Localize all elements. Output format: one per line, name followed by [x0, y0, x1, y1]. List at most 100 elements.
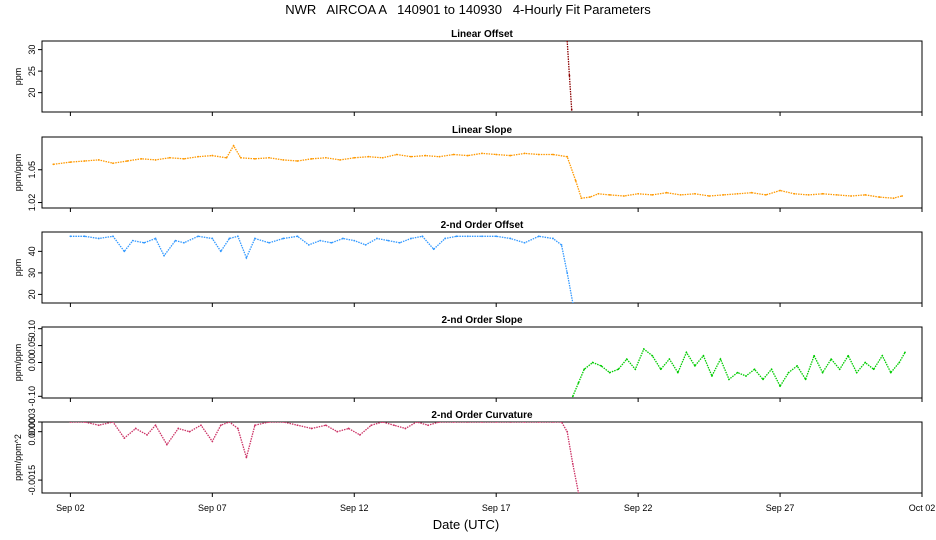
data-point: [694, 192, 696, 195]
data-point: [523, 152, 526, 155]
y-tick-label: 30: [27, 268, 37, 278]
data-point: [750, 191, 753, 194]
data-point: [889, 371, 892, 374]
data-point: [685, 351, 688, 354]
data-point: [711, 375, 713, 377]
data-point: [719, 358, 722, 361]
data-point: [146, 434, 148, 436]
data-point: [296, 424, 299, 427]
data-point: [154, 424, 157, 427]
data-point: [268, 422, 270, 423]
panel-title: Linear Offset: [451, 29, 513, 40]
data-point: [560, 422, 563, 423]
data-point: [200, 424, 202, 427]
data-point: [381, 422, 384, 423]
y-axis-label: ppm/ppm^2: [13, 434, 23, 481]
data-point: [211, 237, 214, 240]
panel-frame: [41, 421, 923, 494]
data-point: [764, 193, 767, 196]
data-point: [69, 422, 72, 423]
data-point: [796, 364, 798, 367]
data-point: [659, 368, 662, 371]
data-point: [236, 427, 239, 430]
x-tick-label: Sep 07: [198, 503, 227, 513]
data-point: [708, 195, 710, 197]
data-point: [577, 492, 580, 493]
data-point: [97, 237, 100, 240]
chart-main-title: NWR AIRCOA A 140901 to 140930 4-Hourly F…: [285, 2, 651, 17]
panel-2: Linear Slope ppm/ppm 1.02 1.05: [13, 125, 923, 212]
x-axis-label-text: Date (UTC): [432, 517, 500, 532]
data-point: [364, 244, 367, 246]
y-tick-label: 1.02: [27, 194, 37, 212]
data-point: [307, 244, 310, 246]
data-point: [282, 237, 285, 240]
panel-title: 2-nd Order Slope: [441, 315, 523, 326]
data-point: [69, 235, 72, 238]
data-point: [452, 422, 455, 423]
data-point: [509, 237, 512, 240]
data-point: [600, 364, 603, 367]
data-point: [608, 193, 611, 196]
data-point: [583, 368, 586, 371]
y-tick-label: 0.10: [27, 320, 37, 338]
data-point: [432, 248, 435, 251]
y-tick-label: 20: [27, 88, 37, 98]
data-point: [637, 192, 640, 195]
data-point: [779, 189, 781, 192]
data-point: [183, 241, 185, 244]
y-tick-label: -0.10: [27, 386, 37, 407]
data-point: [455, 235, 458, 238]
panel-3: 2-nd Order Offset ppm 20 30 40: [13, 220, 923, 307]
y-tick-label: 0.00: [27, 354, 37, 372]
data-point: [353, 156, 356, 159]
data-point: [566, 41, 569, 42]
data-point: [438, 422, 441, 423]
data-point: [393, 424, 395, 427]
data-point: [232, 144, 235, 147]
data-point: [444, 237, 446, 240]
data-point: [566, 271, 569, 274]
data-point: [787, 371, 790, 374]
data-point: [821, 192, 824, 195]
data-point: [282, 159, 285, 161]
data-point: [481, 235, 483, 238]
data-point: [282, 422, 285, 423]
data-point: [591, 361, 594, 364]
data-point: [376, 237, 378, 240]
panel-frame: [41, 136, 923, 209]
data-point: [830, 358, 833, 361]
data-point: [466, 422, 469, 423]
data-point: [580, 197, 583, 200]
x-tick-label: Sep 12: [340, 503, 369, 513]
panel-frame: [41, 231, 923, 304]
data-point: [821, 371, 824, 374]
data-point: [268, 156, 270, 159]
data-point: [560, 244, 563, 246]
data-point: [481, 152, 483, 155]
data-point: [552, 422, 554, 423]
data-point: [651, 193, 654, 196]
data-point: [415, 422, 418, 423]
data-point: [838, 368, 841, 371]
data-point: [770, 368, 773, 371]
data-point: [342, 237, 344, 240]
data-point: [898, 361, 901, 364]
data-point: [97, 424, 100, 427]
panel-5: 2-nd Order Curvature ppm/ppm^2 -0.0015 0.00…: [13, 408, 935, 513]
data-point: [211, 440, 214, 443]
panel-frame: [41, 40, 923, 113]
data-point: [254, 237, 256, 240]
data-point: [676, 371, 679, 374]
data-point: [872, 368, 875, 371]
data-point: [728, 378, 730, 381]
data-point: [228, 237, 231, 240]
data-point: [310, 427, 313, 430]
data-point: [608, 371, 611, 374]
panel-title: 2-nd Order Offset: [441, 220, 524, 231]
data-point: [324, 156, 327, 159]
y-axis-label: ppm: [13, 259, 23, 277]
data-point: [353, 239, 356, 242]
data-point: [97, 159, 100, 161]
y-tick-label: 30: [27, 45, 37, 55]
